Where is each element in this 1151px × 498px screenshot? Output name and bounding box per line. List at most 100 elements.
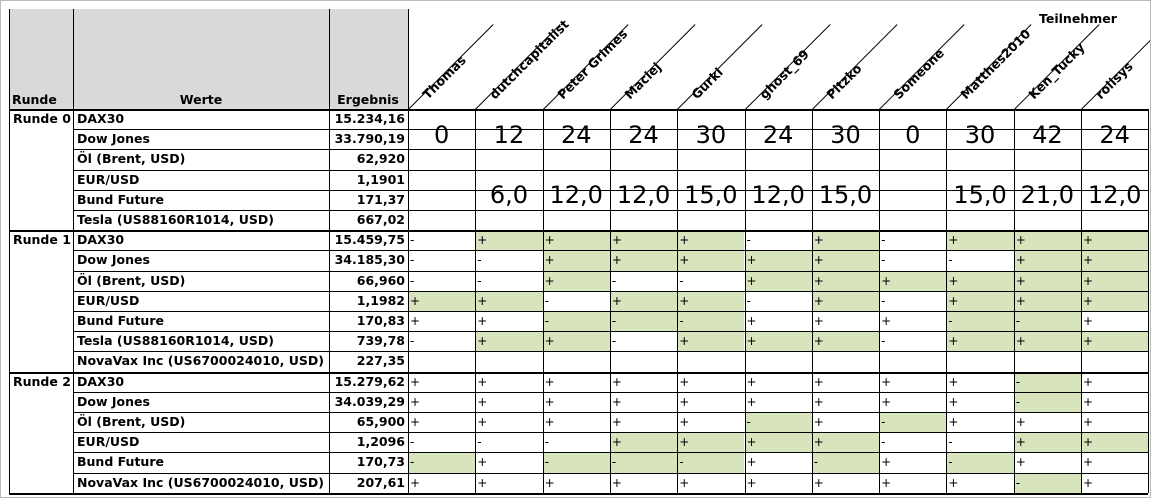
prediction-cell: + — [1015, 455, 1026, 470]
prediction-cell: + — [542, 231, 610, 251]
prediction-cell: + — [475, 332, 543, 352]
prediction-cell: + — [879, 271, 947, 291]
result-value: 66,960 — [356, 272, 405, 288]
prediction-cell: - — [677, 453, 745, 473]
score-total: 24 — [762, 121, 794, 149]
prediction-cell: + — [1081, 251, 1149, 271]
result-value: 1,1901 — [356, 171, 405, 187]
result-value: 170,73 — [356, 454, 405, 470]
prediction-cell: + — [811, 231, 880, 251]
score-half: 15,0 — [953, 181, 1007, 209]
score-total: 24 — [560, 121, 592, 149]
prediction-cell: - — [410, 273, 415, 288]
prediction-cell: + — [1081, 332, 1149, 352]
prediction-cell: + — [881, 394, 892, 409]
result-value: 33.790,19 — [334, 131, 405, 147]
prediction-cell: - — [477, 273, 482, 288]
prediction-cell: - — [410, 334, 415, 349]
prediction-cell: + — [746, 374, 757, 389]
prediction-cell: + — [1083, 314, 1094, 328]
prediction-cell: + — [1083, 415, 1094, 429]
column-separator — [475, 109, 477, 493]
prediction-cell: - — [811, 453, 880, 473]
prediction-cell: + — [679, 475, 690, 490]
column-separator — [946, 109, 948, 493]
prediction-cell: + — [946, 291, 1014, 311]
column-separator — [1148, 109, 1150, 493]
round-label: Runde 0 — [13, 111, 71, 126]
result-value: 34.185,30 — [334, 252, 405, 268]
participant-header-9: Ken_Tucky — [1025, 39, 1088, 102]
prediction-cell: - — [746, 293, 751, 308]
value-name: Öl (Brent, USD) — [77, 151, 186, 167]
participant-header-5: ghost_69 — [755, 46, 812, 102]
prediction-cell: - — [948, 435, 953, 450]
result-value: 227,35 — [356, 353, 405, 369]
value-name: EUR/USD — [77, 434, 140, 450]
prediction-cell: + — [408, 291, 476, 311]
value-name: EUR/USD — [77, 171, 140, 187]
score-half: 12,0 — [751, 181, 805, 209]
prediction-cell: - — [611, 334, 617, 349]
score-half: 6,0 — [489, 181, 529, 209]
prediction-cell: + — [811, 433, 880, 453]
prediction-cell: - — [477, 253, 482, 268]
prediction-cell: + — [746, 394, 757, 409]
participant-header-diagonal — [744, 24, 831, 110]
value-name: Bund Future — [77, 454, 164, 470]
prediction-cell: - — [408, 453, 476, 473]
header-ergebnis: Ergebnis — [337, 92, 399, 107]
prediction-cell: - — [477, 435, 482, 450]
participant-header-8: Matthes2010 — [957, 26, 1034, 103]
result-value: 1,1982 — [356, 292, 405, 308]
prediction-cell: + — [679, 415, 690, 429]
column-separator — [73, 9, 74, 493]
value-name: Tesla (US88160R1014, USD) — [77, 212, 274, 227]
score-total: 30 — [695, 121, 727, 149]
header-runde: Runde — [12, 92, 57, 107]
prediction-cell: - — [542, 453, 610, 473]
prediction-cell: - — [611, 273, 617, 288]
score-total: 42 — [1032, 121, 1063, 149]
header-teilnehmer: Teilnehmer — [1039, 11, 1117, 26]
prediction-cell: + — [477, 374, 488, 389]
prediction-cell: + — [609, 433, 678, 453]
prediction-cell: + — [477, 475, 488, 490]
prediction-cell: + — [948, 475, 959, 490]
prediction-cell: + — [811, 251, 880, 271]
result-value: 15.279,62 — [334, 373, 405, 389]
prediction-cell: + — [477, 455, 488, 470]
prediction-cell: + — [948, 394, 959, 409]
value-name: Bund Future — [77, 313, 164, 328]
score-total: 30 — [964, 121, 996, 149]
prediction-cell: + — [410, 415, 421, 429]
prediction-cell: + — [677, 231, 745, 251]
prediction-cell: + — [1013, 433, 1081, 453]
prediction-cell: - — [609, 312, 678, 332]
score-total: 0 — [905, 121, 921, 149]
prediction-cell: + — [1083, 394, 1094, 409]
prediction-cell: - — [948, 253, 953, 268]
prediction-cell: - — [544, 435, 549, 450]
prediction-cell: + — [744, 332, 812, 352]
score-half: 15,0 — [818, 181, 873, 209]
prediction-cell: + — [946, 271, 1014, 291]
prediction-cell: + — [679, 394, 690, 409]
prediction-cell: + — [811, 271, 880, 291]
prediction-cell: + — [881, 314, 892, 328]
prediction-cell: - — [1013, 392, 1081, 412]
value-name: Dow Jones — [77, 393, 150, 409]
prediction-cell: + — [1081, 271, 1149, 291]
participant-header-7: Someone — [890, 45, 948, 102]
result-value: 1,2096 — [356, 434, 405, 450]
participant-header-diagonal — [946, 24, 1032, 110]
prediction-cell: - — [946, 453, 1014, 473]
result-value: 667,02 — [356, 212, 405, 227]
prediction-cell: - — [1013, 473, 1081, 493]
result-value: 207,61 — [356, 474, 405, 490]
participant-header-4: Gurki — [688, 64, 727, 102]
header-bottom-line — [9, 109, 1149, 111]
prediction-cell: + — [813, 475, 824, 490]
prediction-cell: - — [410, 253, 415, 268]
row-separator — [9, 230, 1149, 233]
